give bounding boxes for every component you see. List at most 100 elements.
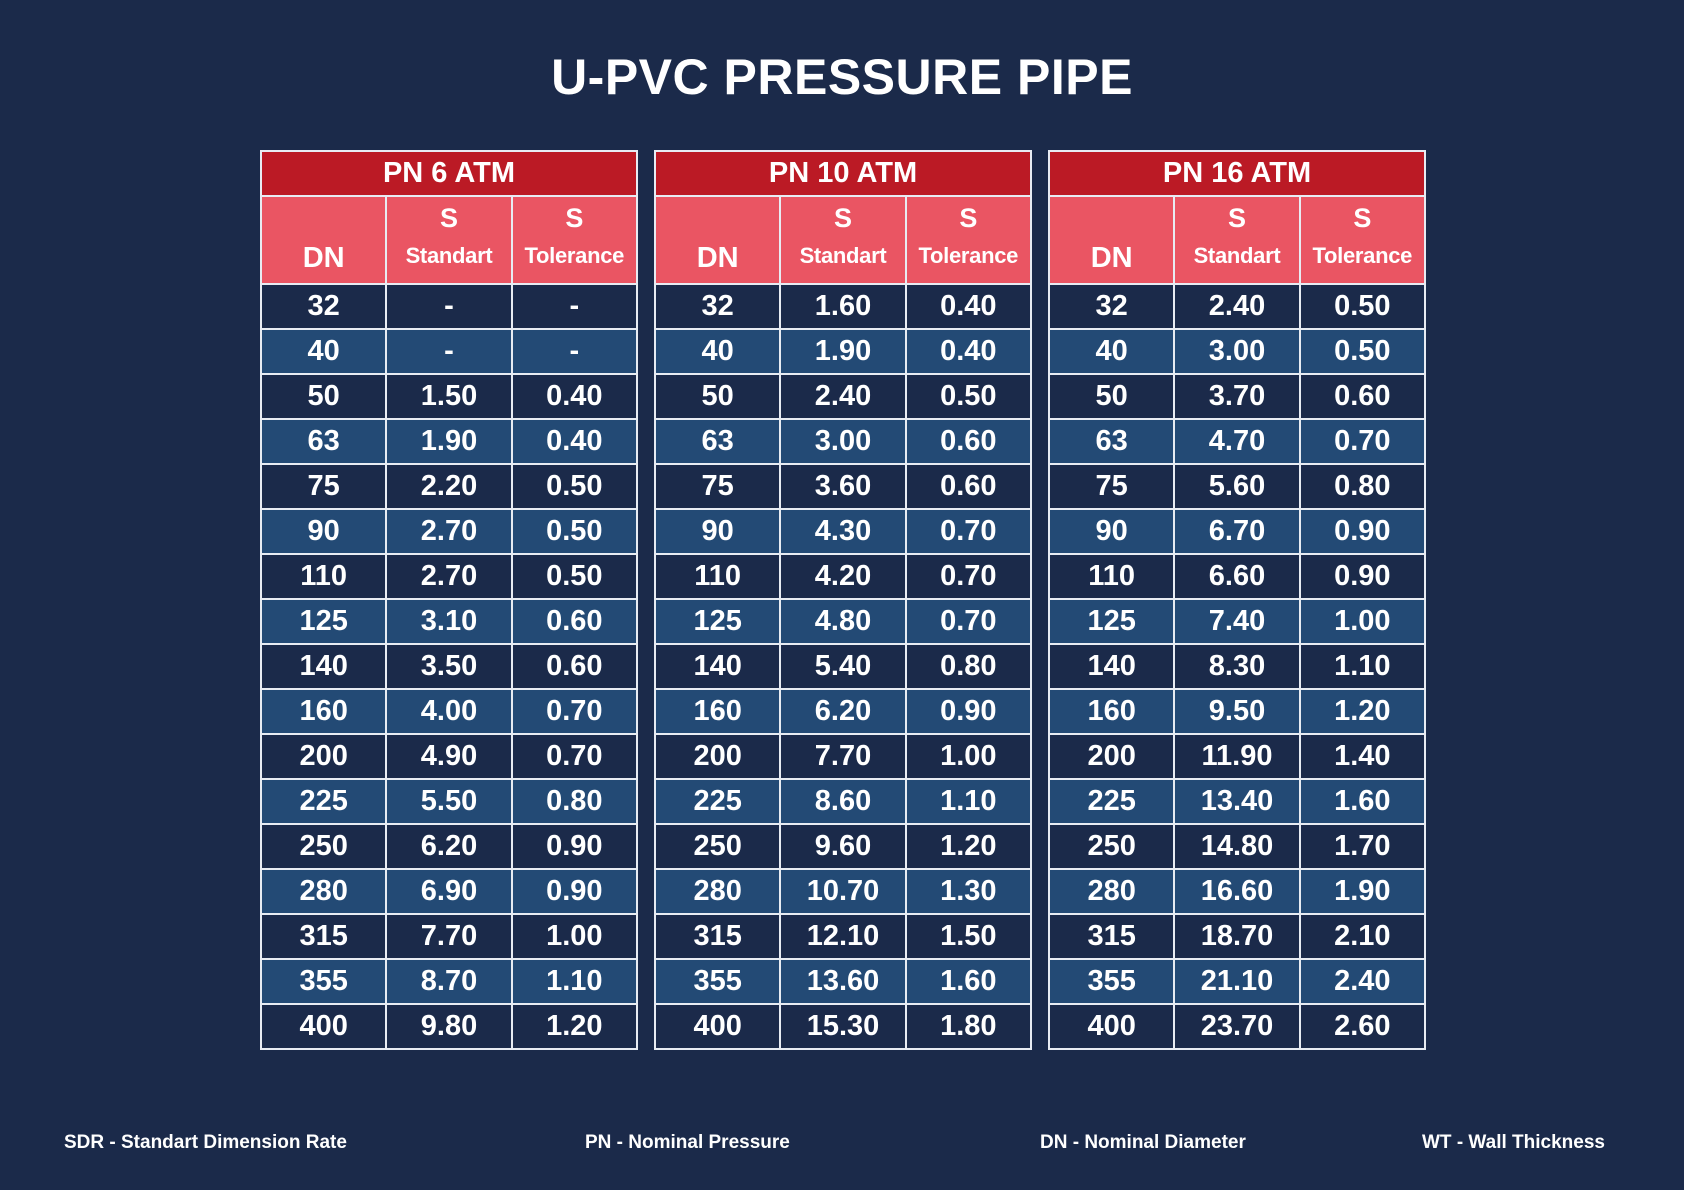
cell-standart: 1.60	[779, 283, 907, 330]
cell-dn: 90	[259, 508, 388, 555]
table-row: 200 11.90 1.40	[1047, 733, 1427, 780]
cell-standart: 7.40	[1173, 598, 1301, 645]
cell-dn: 50	[653, 373, 782, 420]
table-row: 32 2.40 0.50	[1047, 283, 1427, 330]
table-row: 280 10.70 1.30	[653, 868, 1033, 915]
table-row: 90 4.30 0.70	[653, 508, 1033, 555]
cell-tolerance: 0.80	[904, 643, 1033, 690]
cell-tolerance: 1.50	[904, 913, 1033, 960]
cell-tolerance: 1.80	[904, 1003, 1033, 1050]
cell-dn: 250	[1047, 823, 1176, 870]
column-header-s: S	[959, 203, 978, 233]
cell-standart: 2.70	[385, 553, 513, 600]
cell-tolerance: 0.60	[904, 418, 1033, 465]
table-row: 200 7.70 1.00	[653, 733, 1033, 780]
cell-standart: 5.40	[779, 643, 907, 690]
cell-tolerance: 0.40	[904, 283, 1033, 330]
cell-tolerance: 1.20	[904, 823, 1033, 870]
column-header-standart-label: Standart	[405, 243, 493, 268]
column-header-s: S	[439, 203, 458, 233]
cell-standart: 4.00	[385, 688, 513, 735]
table-row: 40 3.00 0.50	[1047, 328, 1427, 375]
cell-standart: 3.50	[385, 643, 513, 690]
cell-dn: 32	[259, 283, 388, 330]
table-row: 250 9.60 1.20	[653, 823, 1033, 870]
pn-table-0: PN 6 ATM DN S Standart S Tolerance 32- -40- -50 1…	[259, 150, 639, 1050]
cell-tolerance: 0.90	[510, 868, 639, 915]
cell-dn: 200	[259, 733, 388, 780]
pn-table-1: PN 10 ATM DN S Standart S Tolerance 32 1.60 0.40…	[653, 150, 1033, 1050]
table-row: 250 6.20 0.90	[259, 823, 639, 870]
cell-tolerance: 0.90	[1298, 508, 1427, 555]
cell-standart: 2.20	[385, 463, 513, 510]
cell-standart: 2.70	[385, 508, 513, 555]
cell-tolerance: 0.70	[510, 688, 639, 735]
cell-standart: 3.00	[1173, 328, 1301, 375]
cell-standart: 9.80	[385, 1003, 513, 1050]
cell-tolerance: 0.40	[904, 328, 1033, 375]
cell-tolerance: 0.50	[1298, 328, 1427, 375]
table-row: 40 1.90 0.40	[653, 328, 1033, 375]
cell-dn: 315	[1047, 913, 1176, 960]
cell-tolerance: 1.20	[1298, 688, 1427, 735]
cell-tolerance: 2.10	[1298, 913, 1427, 960]
cell-tolerance: 1.10	[1298, 643, 1427, 690]
cell-standart: 13.60	[779, 958, 907, 1005]
column-header-tolerance: S Tolerance	[904, 195, 1033, 285]
legend-pn: PN - Nominal Pressure	[585, 1132, 790, 1153]
cell-tolerance: 0.70	[510, 733, 639, 780]
cell-dn: 315	[259, 913, 388, 960]
column-header-dn: DN	[653, 195, 782, 285]
cell-standart: 9.60	[779, 823, 907, 870]
cell-tolerance: 1.20	[510, 1003, 639, 1050]
cell-standart: 3.70	[1173, 373, 1301, 420]
table-row: 75 2.20 0.50	[259, 463, 639, 510]
cell-standart: 14.80	[1173, 823, 1301, 870]
cell-tolerance: 0.50	[1298, 283, 1427, 330]
cell-dn: 160	[653, 688, 782, 735]
cell-tolerance: 0.70	[904, 508, 1033, 555]
cell-tolerance: 0.80	[510, 778, 639, 825]
cell-dn: 125	[259, 598, 388, 645]
cell-dn: 125	[1047, 598, 1176, 645]
cell-standart: -	[385, 283, 513, 330]
cell-standart: 6.20	[385, 823, 513, 870]
table-row: 40- -	[259, 328, 639, 375]
cell-dn: 125	[653, 598, 782, 645]
column-header-standart-label: Standart	[1193, 243, 1281, 268]
cell-tolerance: 1.00	[510, 913, 639, 960]
cell-tolerance: 0.90	[510, 823, 639, 870]
cell-standart: -	[385, 328, 513, 375]
column-header-s: S	[833, 203, 852, 233]
cell-dn: 63	[653, 418, 782, 465]
cell-standart: 7.70	[385, 913, 513, 960]
cell-tolerance: 0.40	[510, 418, 639, 465]
table-row: 140 8.30 1.10	[1047, 643, 1427, 690]
table-row: 315 7.70 1.00	[259, 913, 639, 960]
cell-tolerance: 2.40	[1298, 958, 1427, 1005]
table-row: 90 2.70 0.50	[259, 508, 639, 555]
table-row: 75 5.60 0.80	[1047, 463, 1427, 510]
pressure-tables: PN 6 ATM DN S Standart S Tolerance 32- -40- -50 1…	[259, 150, 1427, 1050]
cell-dn: 63	[1047, 418, 1176, 465]
column-header-tolerance-label: Tolerance	[918, 243, 1019, 268]
table-row: 63 3.00 0.60	[653, 418, 1033, 465]
table-row: 50 1.50 0.40	[259, 373, 639, 420]
cell-dn: 140	[1047, 643, 1176, 690]
cell-dn: 355	[1047, 958, 1176, 1005]
cell-tolerance: 1.10	[904, 778, 1033, 825]
cell-standart: 18.70	[1173, 913, 1301, 960]
cell-standart: 5.50	[385, 778, 513, 825]
table-row: 63 1.90 0.40	[259, 418, 639, 465]
cell-tolerance: 0.50	[510, 463, 639, 510]
column-header-tolerance-label: Tolerance	[1312, 243, 1413, 268]
cell-standart: 1.90	[385, 418, 513, 465]
table-row: 75 3.60 0.60	[653, 463, 1033, 510]
table-row: 90 6.70 0.90	[1047, 508, 1427, 555]
cell-tolerance: 0.60	[904, 463, 1033, 510]
cell-dn: 280	[653, 868, 782, 915]
cell-tolerance: 0.90	[1298, 553, 1427, 600]
cell-tolerance: 1.40	[1298, 733, 1427, 780]
table-row: 280 16.60 1.90	[1047, 868, 1427, 915]
cell-tolerance: 0.60	[510, 598, 639, 645]
